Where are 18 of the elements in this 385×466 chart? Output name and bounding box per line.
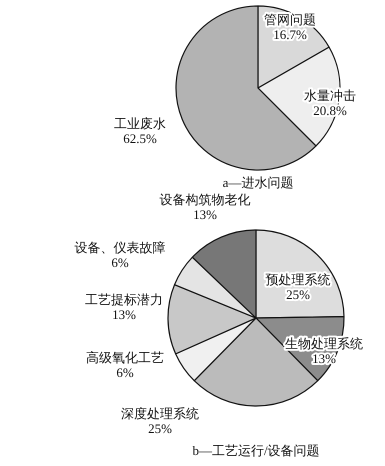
data-label: 25% — [148, 421, 172, 436]
slice-label: 设备、仪表故障 — [74, 240, 166, 255]
text: b—工艺运行/设备问题 — [192, 443, 320, 458]
data-label: 6% — [116, 365, 134, 380]
data-label: 25% — [286, 287, 310, 302]
slice-label: 工业废水 — [114, 116, 166, 131]
data-label: 16.7% — [273, 27, 307, 42]
slice-label: 深度处理系统 — [121, 406, 199, 421]
data-label: 13% — [193, 207, 218, 222]
text: a—进水问题 — [222, 175, 294, 190]
data-label: 62.5% — [123, 131, 157, 146]
slice-label: 高级氧化工艺 — [86, 350, 164, 365]
data-label: 6% — [111, 255, 129, 270]
slice-label: 工艺提标潜力 — [85, 292, 163, 307]
data-label: 13% — [112, 307, 136, 322]
slice-label: 管网问题 — [264, 12, 316, 27]
slice-label: 预处理系统 — [266, 272, 330, 287]
slice-label: 设备构筑物老化 — [160, 192, 250, 207]
